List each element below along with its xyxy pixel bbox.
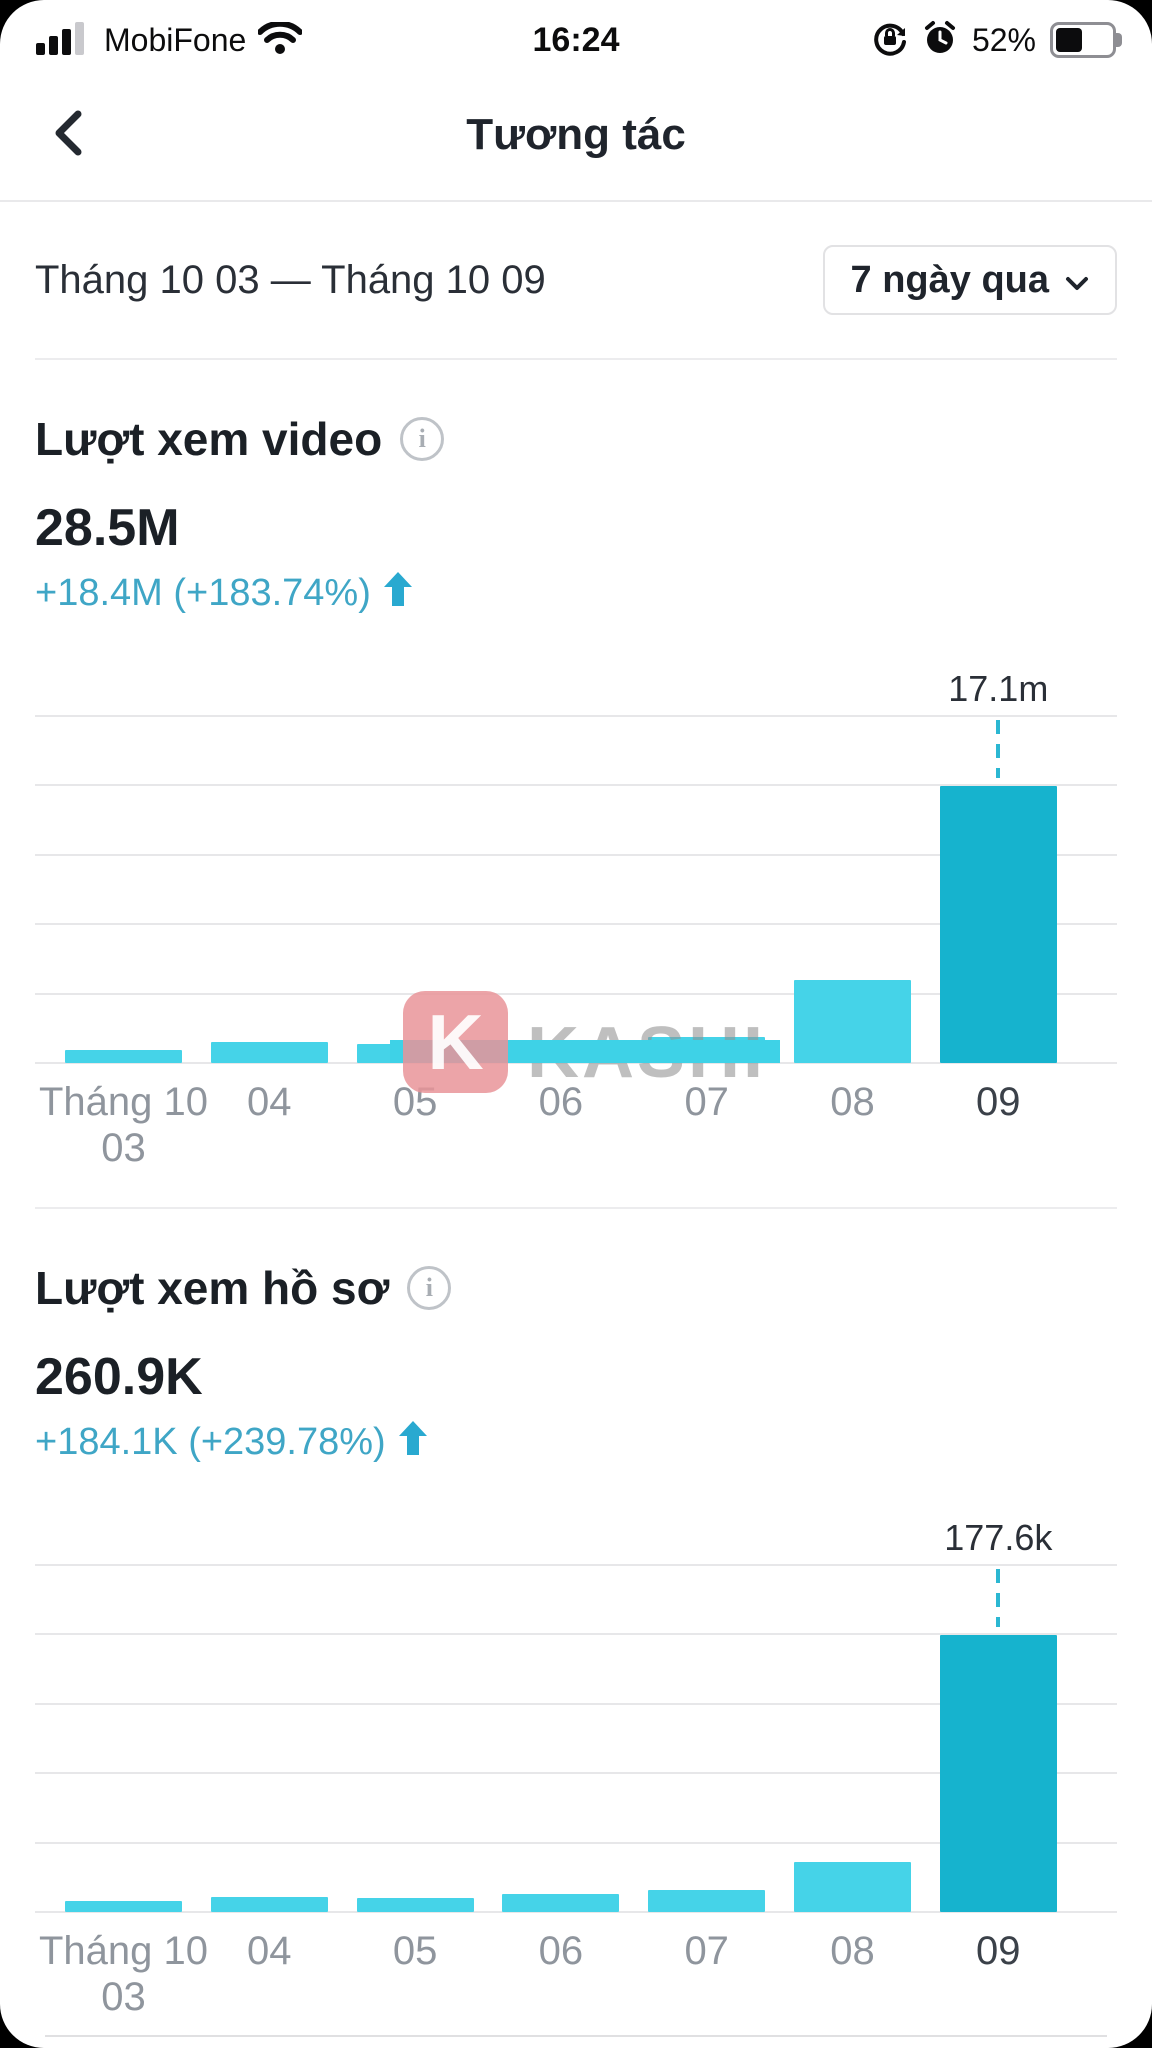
bar-day-07[interactable]	[648, 1890, 766, 1912]
bar-day-05[interactable]	[356, 1898, 474, 1912]
x-axis-label: 06	[538, 1080, 584, 1124]
peak-dashed-line	[996, 720, 1001, 778]
total-profile-views: 260.9K	[35, 1348, 203, 1406]
arrow-up-icon	[398, 1421, 428, 1463]
back-button[interactable]	[40, 70, 96, 200]
x-axis-label: 09	[976, 1929, 1021, 1973]
gridline	[35, 784, 1117, 787]
section-profile-views: Lượt xem hồ sơ i 260.9K +184.1K (+239.78…	[0, 1261, 1152, 2040]
rotation-lock-icon	[872, 20, 908, 61]
bar-day-09[interactable]	[939, 1635, 1057, 1912]
cellular-signal-icon	[36, 21, 92, 60]
info-icon[interactable]: i	[400, 417, 445, 461]
page-title: Tương tác	[466, 110, 686, 159]
bar-day-04[interactable]	[210, 1042, 328, 1063]
period-dropdown-label: 7 ngày qua	[850, 258, 1050, 301]
gridline	[35, 1702, 1117, 1705]
gridline	[35, 1911, 1117, 1913]
nav-header: Tương tác	[0, 70, 1152, 202]
x-axis-label: 07	[684, 1080, 729, 1124]
gridline	[35, 1772, 1117, 1775]
gridline	[35, 1564, 1117, 1566]
status-bar: MobiFone 16:24	[0, 0, 1152, 70]
chart-plot-area: KASHI K 17.1m	[35, 668, 1117, 1093]
bar-day-08[interactable]	[794, 980, 911, 1063]
bar-day-09[interactable]	[939, 786, 1057, 1063]
peak-value-label: 177.6k	[944, 1517, 1053, 1558]
section-title: Lượt xem video	[35, 413, 383, 465]
x-axis-label: 08	[830, 1929, 875, 1973]
section-video-views: Lượt xem video i 28.5M +18.4M (+183.74%)…	[0, 412, 1152, 1191]
clock-time: 16:24	[532, 20, 620, 59]
bar-day-Tháng-10-03[interactable]	[65, 1050, 182, 1063]
x-axis-label: Tháng 10 03	[38, 1929, 209, 2019]
watermark-logo-square	[403, 991, 508, 1093]
gridline	[35, 1062, 1117, 1064]
wifi-icon	[257, 20, 304, 59]
x-axis-label: 04	[247, 1080, 292, 1124]
x-axis-label: 05	[392, 1929, 438, 1973]
carrier-label: MobiFone	[104, 21, 247, 58]
chevron-down-icon	[1065, 259, 1089, 302]
chart-plot-area: 177.6k	[35, 1517, 1117, 1913]
gridline	[35, 1633, 1117, 1636]
peak-value-label: 17.1m	[948, 668, 1049, 709]
gridline	[35, 715, 1117, 717]
chart-x-axis: Tháng 10 03 04 05 06 07 08 09	[35, 1928, 1117, 2040]
date-range-label: Tháng 10 03 — Tháng 10 09	[35, 257, 546, 302]
period-dropdown[interactable]: 7 ngày qua	[822, 245, 1117, 315]
bottom-divider	[45, 2035, 1107, 2037]
section-title: Lượt xem hồ sơ	[35, 1262, 390, 1314]
chart-x-axis: Tháng 10 03 04 05 06 07 08 09	[35, 1079, 1117, 1191]
x-axis-label: Tháng 10 03	[38, 1080, 209, 1170]
gridline	[35, 923, 1117, 926]
info-icon[interactable]: i	[407, 1266, 452, 1310]
bar-day-04[interactable]	[210, 1897, 328, 1912]
peak-dashed-line	[996, 1569, 1001, 1627]
x-axis-label: 09	[976, 1080, 1021, 1124]
chevron-left-icon	[54, 110, 82, 161]
gridline	[35, 853, 1117, 856]
x-axis-label: 08	[830, 1080, 875, 1124]
total-video-views: 28.5M	[35, 499, 180, 557]
section-divider	[35, 1207, 1117, 1209]
change-video-views: +18.4M (+183.74%)	[35, 572, 371, 614]
change-profile-views: +184.1K (+239.78%)	[35, 1421, 386, 1463]
filter-row: Tháng 10 03 — Tháng 10 09 7 ngày qua	[35, 202, 1117, 360]
bar-day-06[interactable]	[502, 1894, 620, 1912]
battery-percent-label: 52%	[971, 21, 1036, 58]
x-axis-label: 04	[247, 1929, 292, 1973]
gridline	[35, 1841, 1117, 1844]
bar-day-08[interactable]	[794, 1862, 911, 1912]
x-axis-label: 06	[538, 1929, 584, 1973]
x-axis-label: 07	[684, 1929, 729, 1973]
bar-day-Tháng-10-03[interactable]	[65, 1901, 182, 1912]
battery-icon	[1050, 22, 1122, 58]
arrow-up-icon	[383, 572, 413, 614]
watermark-logo-letter: K	[427, 997, 484, 1086]
profile-views-chart: 177.6k Tháng 10 03 04 05 06 07 08 09	[35, 1517, 1117, 2040]
alarm-clock-icon	[922, 20, 958, 61]
gridline	[35, 992, 1117, 995]
